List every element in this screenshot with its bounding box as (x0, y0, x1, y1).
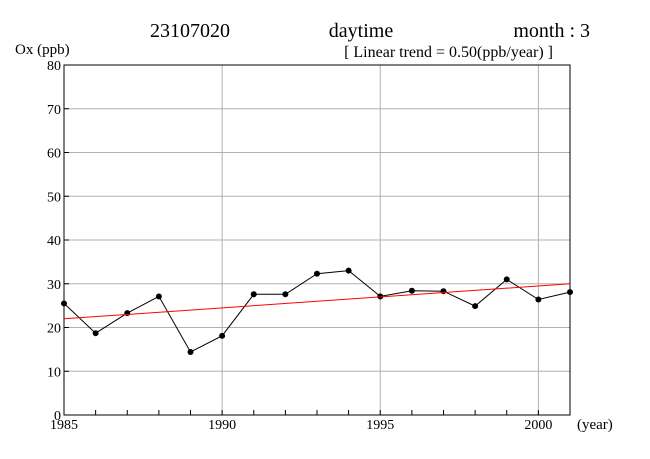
data-point (92, 330, 99, 337)
data-point (314, 270, 320, 277)
trend-line (63, 283, 571, 320)
period-label: daytime (329, 20, 394, 42)
station-id: 23107020 (150, 20, 230, 42)
x-tick-label: 2000 (524, 418, 552, 433)
data-point (187, 349, 194, 355)
data-point (535, 296, 542, 303)
x-tick-label: 1995 (366, 418, 394, 433)
data-point (61, 300, 67, 307)
data-point (219, 332, 226, 339)
data-point (408, 287, 415, 294)
data-point (440, 288, 447, 295)
data-point (250, 291, 257, 298)
data-point (503, 276, 510, 283)
y-axis-label: Ox (ppb) (15, 42, 70, 58)
x-axis: 1985 1990 1995 2000 (50, 410, 552, 433)
y-tick-label: 70 (47, 103, 61, 118)
trend-label: [ Linear trend = 0.50(ppb/year) ] (344, 44, 553, 61)
data-point (567, 289, 573, 296)
y-tick-label: 80 (47, 59, 61, 74)
data-point (345, 267, 352, 274)
y-tick-label: 40 (47, 234, 61, 249)
data-line (63, 270, 571, 353)
data-point (472, 303, 479, 310)
series-layer (61, 267, 573, 355)
y-tick-label: 0 (54, 409, 61, 424)
grid (64, 65, 570, 415)
y-tick-label: 60 (47, 147, 61, 162)
x-axis-label: (year) (577, 417, 613, 433)
y-tick-label: 50 (47, 190, 61, 205)
data-point (124, 310, 131, 317)
month-label: month : 3 (513, 20, 590, 42)
x-tick-label: 1990 (208, 418, 236, 433)
data-point (155, 293, 162, 300)
y-tick-label: 30 (47, 278, 61, 293)
y-axis: 0 10 20 30 40 50 60 70 80 (47, 59, 69, 424)
y-tick-label: 20 (47, 322, 61, 337)
x-tick-label: 1985 (50, 418, 78, 433)
data-point (282, 291, 289, 298)
y-tick-label: 10 (47, 365, 61, 380)
